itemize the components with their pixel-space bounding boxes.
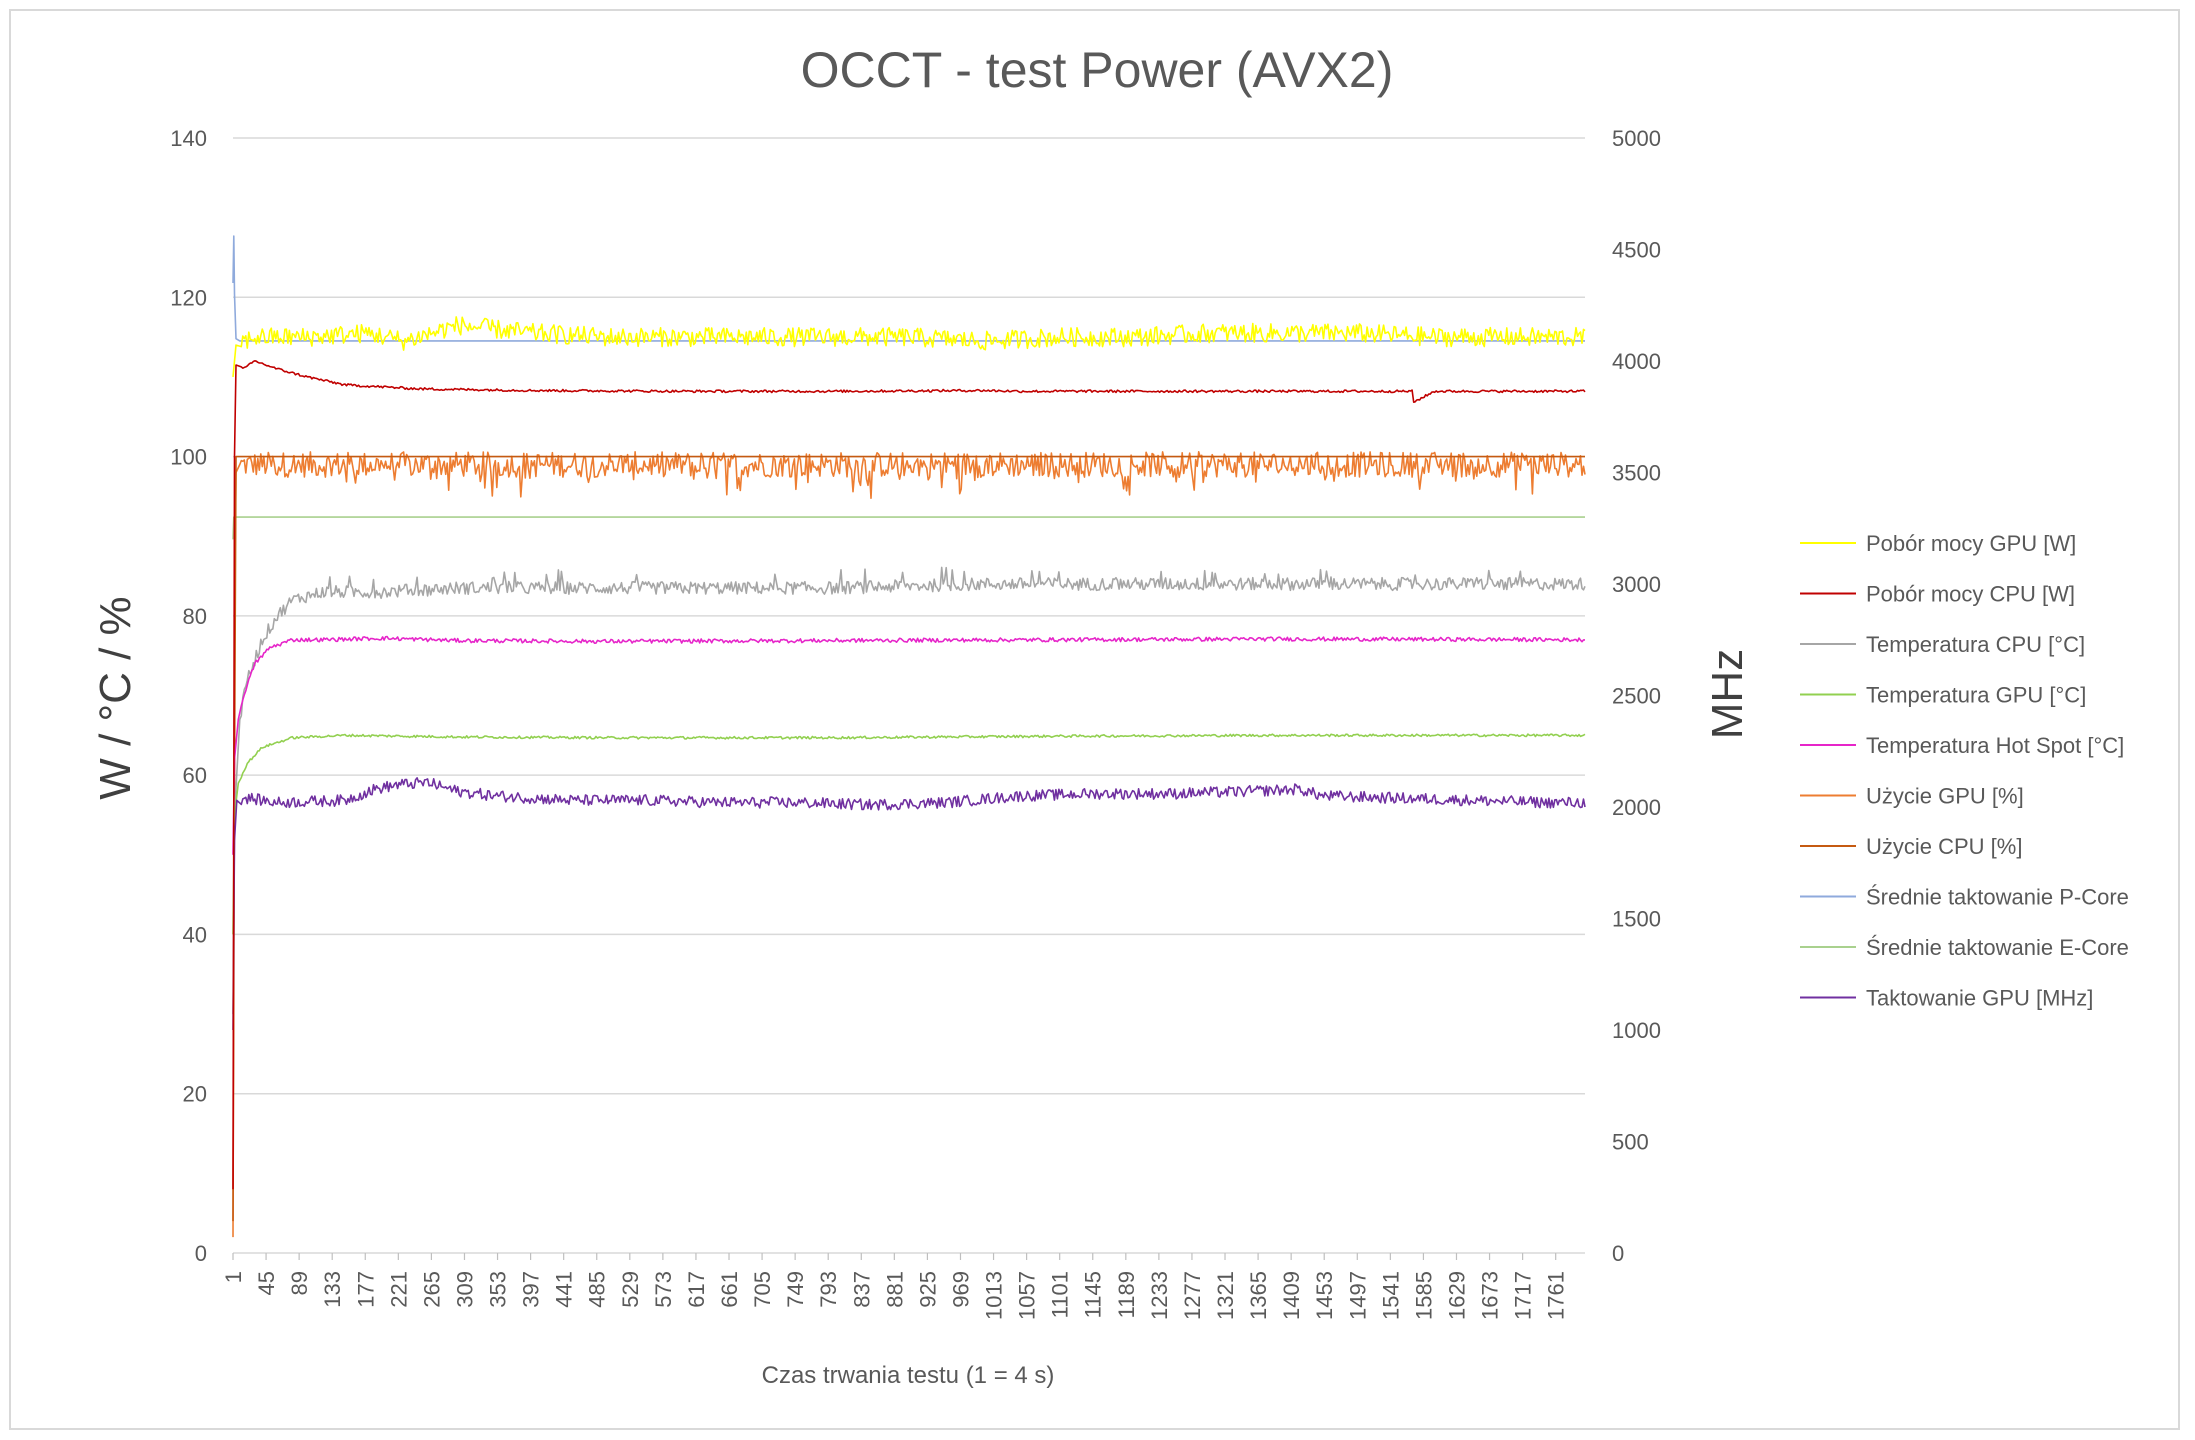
x-tick-label: 617 bbox=[684, 1271, 709, 1308]
series-line-0 bbox=[232, 316, 1586, 377]
legend-label: Użycie CPU [%] bbox=[1866, 834, 2022, 859]
x-tick-label: 1057 bbox=[1015, 1271, 1040, 1320]
x-tick-label: 1101 bbox=[1048, 1271, 1073, 1318]
legend-label: Pobór mocy GPU [W] bbox=[1866, 531, 2076, 556]
x-tick-label: 353 bbox=[486, 1271, 511, 1308]
legend-label: Temperatura Hot Spot [°C] bbox=[1866, 733, 2124, 758]
x-tick-label: 1233 bbox=[1147, 1271, 1172, 1320]
y-tick-label: 120 bbox=[170, 285, 207, 310]
y2-tick-label: 4000 bbox=[1612, 349, 1661, 374]
x-tick-label: 1541 bbox=[1378, 1271, 1403, 1320]
y2-tick-label: 1500 bbox=[1612, 907, 1661, 932]
legend-label: Temperatura GPU [°C] bbox=[1866, 683, 2086, 708]
y2-tick-label: 3500 bbox=[1612, 461, 1661, 486]
left-axis-ticks: 0 20 40 60 80 100 120 140 bbox=[170, 126, 207, 1266]
y-tick-label: 60 bbox=[183, 763, 207, 788]
y-tick-label: 20 bbox=[183, 1082, 207, 1107]
grid-lines bbox=[233, 137, 1585, 1254]
x-tick-label: 397 bbox=[519, 1271, 544, 1308]
x-tick-label: 573 bbox=[651, 1271, 676, 1308]
x-tick-label: 1321 bbox=[1213, 1271, 1238, 1320]
x-tick-label: 661 bbox=[717, 1271, 742, 1308]
x-tick-label: 1145 bbox=[1081, 1271, 1106, 1318]
legend: Pobór mocy GPU [W] Pobór mocy CPU [W] Temp… bbox=[1800, 531, 2129, 1011]
x-tick-label: 1277 bbox=[1180, 1271, 1205, 1320]
x-tick-label: 485 bbox=[585, 1271, 610, 1308]
x-tick-label: 309 bbox=[452, 1271, 477, 1308]
legend-label: Średnie taktowanie P-Core bbox=[1866, 885, 2129, 910]
series-line-1 bbox=[232, 360, 1586, 1190]
right-axis-ticks: 0 500 1000 1500 2000 2500 3000 3500 4000 4500 5000 bbox=[1612, 126, 1661, 1266]
x-axis-label: Czas trwania testu (1 = 4 s) bbox=[762, 1362, 1055, 1389]
series-line-2 bbox=[232, 566, 1586, 1015]
legend-label: Średnie taktowanie E-Core bbox=[1866, 935, 2129, 960]
y-tick-label: 140 bbox=[170, 126, 207, 151]
y-tick-label: 0 bbox=[195, 1241, 207, 1266]
x-tick-label: 133 bbox=[320, 1271, 345, 1308]
x-tick-label: 1673 bbox=[1478, 1271, 1503, 1320]
y-axis-label: W / °C / % bbox=[91, 596, 140, 799]
x-tick-label: 881 bbox=[882, 1271, 907, 1308]
x-tick-label: 441 bbox=[552, 1271, 577, 1308]
x-tick-label: 1365 bbox=[1246, 1271, 1271, 1320]
x-tick-label: 1409 bbox=[1279, 1271, 1304, 1320]
x-axis-ticks: 1 45 89 133 177 221 265 309 353 397 441 485 529 573 61… bbox=[221, 1253, 1569, 1320]
y2-tick-label: 1000 bbox=[1612, 1018, 1661, 1043]
x-tick-label: 749 bbox=[783, 1271, 808, 1308]
x-tick-label: 1013 bbox=[982, 1271, 1007, 1320]
legend-label: Temperatura CPU [°C] bbox=[1866, 632, 2085, 657]
x-tick-label: 1761 bbox=[1544, 1271, 1569, 1320]
series-line-5 bbox=[232, 451, 1586, 1238]
x-tick-label: 1189 bbox=[1114, 1271, 1139, 1318]
x-tick-label: 705 bbox=[750, 1271, 775, 1308]
series-line-8 bbox=[232, 516, 1585, 540]
x-tick-label: 1585 bbox=[1411, 1271, 1436, 1320]
x-tick-label: 221 bbox=[386, 1271, 411, 1308]
x-tick-label: 265 bbox=[419, 1271, 444, 1308]
x-tick-label: 529 bbox=[618, 1271, 643, 1308]
x-tick-label: 89 bbox=[287, 1271, 312, 1295]
series-line-4 bbox=[232, 635, 1585, 855]
series-line-9 bbox=[232, 777, 1586, 1031]
y-tick-label: 80 bbox=[183, 604, 207, 629]
y-tick-label: 100 bbox=[170, 445, 207, 470]
y2-axis-label: MHz bbox=[1703, 649, 1752, 739]
legend-label: Taktowanie GPU [MHz] bbox=[1866, 986, 2093, 1011]
y2-tick-label: 2000 bbox=[1612, 795, 1661, 820]
x-tick-label: 925 bbox=[915, 1271, 940, 1308]
x-tick-label: 1629 bbox=[1444, 1271, 1469, 1320]
x-tick-label: 1717 bbox=[1511, 1271, 1536, 1320]
x-tick-label: 1 bbox=[221, 1271, 246, 1283]
y2-tick-label: 3000 bbox=[1612, 572, 1661, 597]
legend-label: Użycie GPU [%] bbox=[1866, 784, 2024, 809]
series-line-3 bbox=[232, 733, 1586, 935]
chart-frame bbox=[9, 9, 2180, 1430]
x-tick-label: 969 bbox=[948, 1271, 973, 1308]
x-tick-label: 177 bbox=[353, 1271, 378, 1308]
series-lines bbox=[232, 235, 1586, 1238]
y2-tick-label: 2500 bbox=[1612, 684, 1661, 709]
x-tick-label: 1453 bbox=[1312, 1271, 1337, 1320]
y2-tick-label: 4500 bbox=[1612, 238, 1661, 263]
y2-tick-label: 500 bbox=[1612, 1130, 1649, 1155]
series-line-6 bbox=[232, 455, 1585, 1222]
y2-tick-label: 0 bbox=[1612, 1241, 1624, 1266]
x-tick-label: 793 bbox=[816, 1271, 841, 1308]
legend-label: Pobór mocy CPU [W] bbox=[1866, 582, 2075, 607]
x-tick-label: 837 bbox=[849, 1271, 874, 1308]
y2-tick-label: 5000 bbox=[1612, 126, 1661, 151]
series-line-7 bbox=[232, 235, 1585, 342]
chart-title: OCCT - test Power (AVX2) bbox=[801, 42, 1394, 98]
y-tick-label: 40 bbox=[183, 922, 207, 947]
x-tick-label: 1497 bbox=[1345, 1271, 1370, 1320]
x-tick-label: 45 bbox=[254, 1271, 279, 1295]
